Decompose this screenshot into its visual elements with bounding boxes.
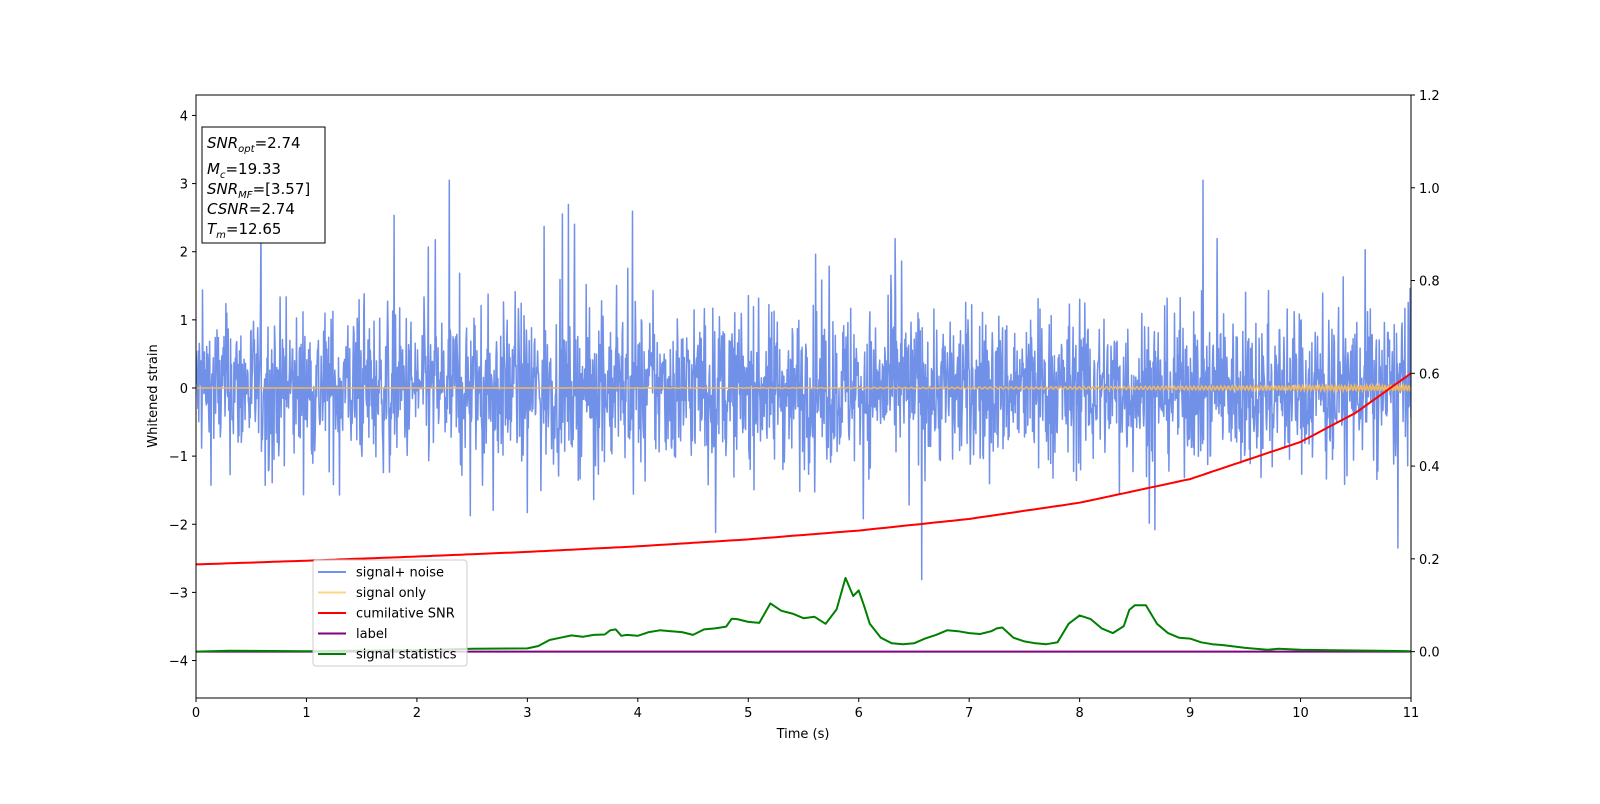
y-left-tick-label: 3 xyxy=(180,178,188,193)
x-tick-label: 3 xyxy=(523,706,531,721)
series-signal-statistics xyxy=(196,576,1411,653)
info-snr-opt-base: SNR xyxy=(207,134,238,152)
info-snr-opt-sub: opt xyxy=(238,144,255,155)
y-right-tick-label: 0.6 xyxy=(1419,367,1440,382)
y-right-tick-label: 0.4 xyxy=(1419,460,1440,475)
y-left-tick-label: 0 xyxy=(180,382,188,397)
legend-label: cumilative SNR xyxy=(356,607,455,622)
y-left-tick-label: 1 xyxy=(180,314,188,329)
x-ticks: 0 1 2 3 4 5 6 7 8 9 10 11 xyxy=(192,698,1419,721)
plot-frame xyxy=(195,94,1412,699)
info-mc-sub: c xyxy=(220,170,226,181)
y-ticks-left: −4 −3 −2 −1 0 1 2 3 4 xyxy=(169,109,196,670)
x-tick-label: 5 xyxy=(744,706,752,721)
info-snr-mf-sub: MF xyxy=(238,190,253,201)
y-left-tick-label: 4 xyxy=(180,109,188,124)
series-signal-noise xyxy=(196,179,1411,581)
y-left-tick-label: −3 xyxy=(169,586,188,601)
legend-label: signal statistics xyxy=(356,648,457,663)
x-tick-label: 4 xyxy=(634,706,642,721)
legend-label: label xyxy=(356,627,387,642)
y-right-tick-label: 1.0 xyxy=(1419,182,1440,197)
x-tick-label: 9 xyxy=(1186,706,1194,721)
y-right-tick-label: 0.0 xyxy=(1419,646,1440,661)
info-csnr-value: =2.74 xyxy=(249,200,295,218)
x-tick-label: 8 xyxy=(1075,706,1083,721)
x-tick-label: 6 xyxy=(855,706,863,721)
info-box: SNRopt=2.74 Mc=19.33 SNRMF=[3.57] CSNR=2… xyxy=(201,126,326,244)
legend-label: signal+ noise xyxy=(356,566,444,581)
info-mc-base: M xyxy=(207,160,220,178)
info-tm-base: T xyxy=(207,220,218,238)
info-snr-mf-value: =[3.57] xyxy=(253,180,311,198)
y-axis-label: Whitened strain xyxy=(146,344,161,447)
legend-label: signal only xyxy=(356,586,426,601)
y-left-tick-label: 2 xyxy=(180,246,188,261)
info-mc-value: =19.33 xyxy=(225,160,281,178)
info-csnr-base: CSNR xyxy=(207,200,249,218)
x-tick-label: 10 xyxy=(1292,706,1309,721)
info-tm-value: =12.65 xyxy=(226,220,282,238)
y-left-tick-label: −2 xyxy=(169,518,188,533)
series-cumilative-snr xyxy=(196,372,1411,566)
x-tick-label: 7 xyxy=(965,706,973,721)
info-snr-mf-base: SNR xyxy=(207,180,238,198)
info-tm: Tm=12.65 xyxy=(207,220,281,241)
y-right-tick-label: 1.2 xyxy=(1419,89,1440,104)
info-snr-opt-value: =2.74 xyxy=(255,134,301,152)
x-axis-label: Time (s) xyxy=(776,727,830,742)
x-tick-label: 0 xyxy=(192,706,200,721)
info-mc: Mc=19.33 xyxy=(207,160,281,181)
y-right-tick-label: 0.2 xyxy=(1419,553,1440,568)
info-snr-opt: SNRopt=2.74 xyxy=(207,134,301,155)
x-tick-label: 11 xyxy=(1403,706,1420,721)
y-left-tick-label: −1 xyxy=(169,450,188,465)
info-csnr: CSNR=2.74 xyxy=(207,200,295,218)
legend-frame xyxy=(312,559,468,667)
y-left-tick-label: −4 xyxy=(169,655,188,670)
y-right-tick-label: 0.8 xyxy=(1419,275,1440,290)
info-snr-mf: SNRMF=[3.57] xyxy=(207,180,310,201)
info-box-frame xyxy=(201,126,326,244)
y-ticks-right: 0.0 0.2 0.4 0.6 0.8 1.0 1.2 xyxy=(1411,89,1440,661)
legend: signal+ noise signal only cumilative SNR la… xyxy=(312,559,468,667)
series-signal-only xyxy=(196,382,1411,394)
x-tick-label: 1 xyxy=(302,706,310,721)
x-tick-label: 2 xyxy=(413,706,421,721)
info-tm-sub: m xyxy=(216,230,226,241)
